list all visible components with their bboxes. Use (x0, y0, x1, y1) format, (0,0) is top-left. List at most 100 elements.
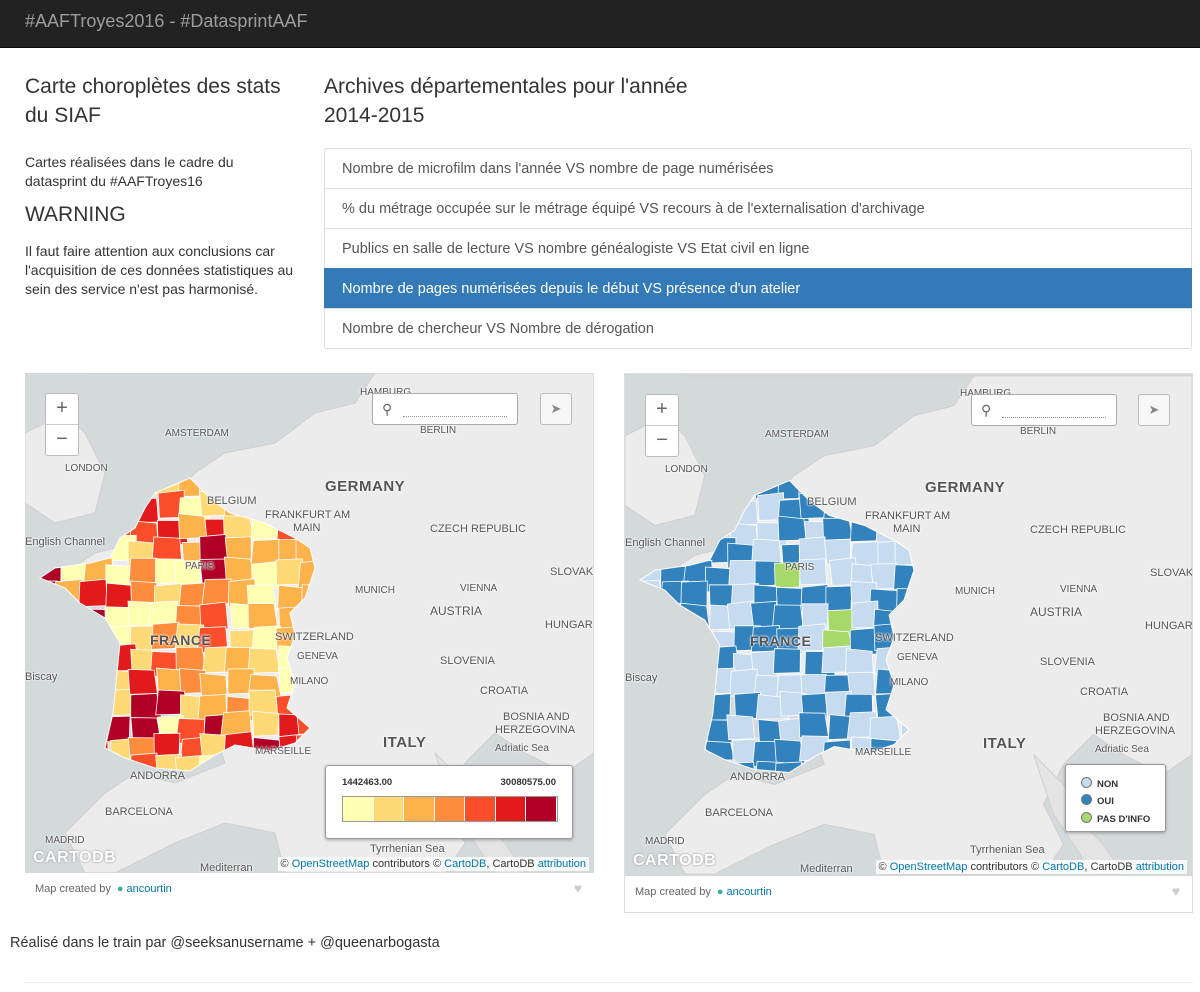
attr-text: contributors © (970, 861, 1040, 873)
department-shape[interactable] (772, 648, 801, 674)
choropleth-map[interactable]: HAMBURG AMSTERDAM LONDON BERLIN GERMANY BELGI… (25, 373, 594, 873)
warning-text: Il faut faire attention aux conclusions … (25, 243, 294, 297)
map-label-amsterdam: AMSTERDAM (765, 429, 829, 440)
map-label-andorra: ANDORRA (730, 771, 786, 783)
department-shape[interactable] (798, 712, 829, 739)
map-label-mediterranean: Mediterran (200, 862, 253, 873)
map-label-channel: English Channel (25, 536, 106, 548)
map-label-czech: CZECH REPUBLIC (430, 523, 526, 535)
cartodb-link[interactable]: CartoDB (1042, 861, 1085, 873)
department-shape[interactable] (128, 557, 158, 584)
warning-title: WARNING (25, 203, 126, 226)
map-label-hamburg: HAMBURG (360, 387, 411, 398)
map-selector-item[interactable]: Nombre de chercheur VS Nombre de dérogat… (324, 308, 1192, 349)
department-shape[interactable] (252, 710, 279, 737)
department-shape[interactable] (774, 562, 801, 589)
created-by-label: Map created by (35, 883, 111, 895)
map-label-barcelona: BARCELONA (705, 807, 773, 819)
heart-icon[interactable]: ♥ (1171, 883, 1180, 899)
navbar-brand[interactable]: #AAFTroyes2016 - #DatasprintAAF (25, 11, 308, 31)
map-label-switzerland: SWITZERLAND (275, 631, 354, 643)
map-label-austria: AUSTRIA (430, 604, 483, 618)
legend-entry: OUI (1081, 794, 1114, 807)
map-selector-item[interactable]: Nombre de microfilm dans l'année VS nomb… (324, 148, 1192, 189)
heart-icon[interactable]: ♥ (573, 880, 582, 896)
map-label-munich: MUNICH (955, 586, 995, 597)
department-shape[interactable] (680, 580, 708, 608)
attr-text-2: , CartoDB (486, 858, 535, 870)
created-by-label: Map created by (635, 886, 711, 898)
legend-color-step (526, 797, 558, 821)
map-selector-list: Nombre de microfilm dans l'année VS nomb… (324, 148, 1192, 349)
osm-link[interactable]: OpenStreetMap (889, 861, 968, 873)
map-selector-item-active[interactable]: Nombre de pages numérisées depuis le déb… (324, 268, 1192, 309)
map-label-tyrrhenian: Tyrrhenian Sea (970, 844, 1045, 856)
zoom-control: + − (645, 394, 679, 457)
attribution-link[interactable]: attribution (1135, 861, 1184, 873)
map-label-germany: GERMANY (325, 478, 406, 495)
paper-plane-icon: ➤ (550, 401, 562, 416)
legend-swatch (1081, 794, 1092, 805)
map-label-slovakia: SLOVAKIA (550, 566, 594, 578)
map-label-vienna: VIENNA (460, 583, 498, 594)
map-attribution: © OpenStreetMap contributors © CartoDB, … (875, 860, 1187, 874)
navbar: #AAFTroyes2016 - #DatasprintAAF (0, 0, 1200, 48)
map-selector-item[interactable]: % du métrage occupée sur le métrage équi… (324, 188, 1192, 229)
department-shape[interactable] (78, 578, 108, 608)
attr-text: contributors © (372, 858, 442, 870)
author-link[interactable]: ancourtin (726, 886, 772, 898)
share-button[interactable]: ➤ (540, 393, 572, 425)
search-input[interactable] (403, 402, 507, 417)
choropleth-map-card: HAMBURG AMSTERDAM LONDON BERLIN GERMANY BELGI… (25, 373, 594, 901)
legend-swatch (1081, 812, 1092, 823)
map-label-paris: PARIS (185, 561, 215, 572)
department-shape[interactable] (201, 578, 233, 605)
department-shape[interactable] (726, 714, 755, 741)
map-label-andorra: ANDORRA (130, 770, 186, 782)
author-link[interactable]: ancourtin (126, 883, 172, 895)
map-label-france: FRANCE (750, 633, 812, 649)
map-label-hungary: HUNGAR (1145, 620, 1192, 632)
choropleth-legend: 1442463.00 30080575.00 (325, 765, 573, 839)
osm-link[interactable]: OpenStreetMap (291, 858, 370, 870)
map-label-paris: PARIS (785, 562, 815, 573)
map-label-marseille: MARSEILLE (855, 747, 912, 758)
map-label-hamburg: HAMBURG (960, 388, 1011, 399)
department-shape[interactable] (297, 559, 327, 589)
legend-color-step (495, 797, 527, 821)
map-label-frankfurt1: FRANKFURT AM (265, 509, 351, 521)
department-shape[interactable] (728, 559, 758, 586)
main-header: Archives départementales pour l'année 20… (324, 72, 1192, 130)
zoom-in-button[interactable]: + (646, 395, 678, 426)
department-shape[interactable] (223, 556, 256, 583)
department-shape[interactable] (174, 755, 204, 783)
map-label-france: FRANCE (150, 632, 212, 648)
share-button[interactable]: ➤ (1138, 394, 1170, 426)
map-label-frankfurt1: FRANKFURT AM (865, 510, 951, 522)
categorical-map[interactable]: HAMBURG AMSTERDAM LONDON BERLIN GERMANY BELGI… (625, 374, 1192, 876)
department-shape[interactable] (825, 585, 853, 613)
department-shape[interactable] (776, 627, 803, 655)
search-input[interactable] (1002, 403, 1106, 418)
zoom-in-button[interactable]: + (46, 394, 78, 425)
legend-entry: PAS D'INFO (1081, 812, 1150, 825)
department-shape[interactable] (777, 515, 807, 542)
attribution-link[interactable]: attribution (537, 858, 586, 870)
zoom-out-button[interactable]: − (656, 429, 668, 451)
intro-column: Carte choroplètes des stats du SIAF Cart… (25, 72, 295, 299)
department-shape[interactable] (247, 603, 279, 630)
department-shape[interactable] (178, 513, 208, 540)
zoom-out-button[interactable]: − (56, 428, 68, 450)
map-label-belgium: BELGIUM (807, 496, 857, 508)
department-shape[interactable] (798, 558, 828, 586)
department-shape[interactable] (801, 603, 829, 630)
department-shape[interactable] (127, 668, 158, 695)
cartodb-link[interactable]: CartoDB (444, 858, 487, 870)
map-selector-item[interactable]: Publics en salle de lecture VS nombre gé… (324, 228, 1192, 269)
map-label-geneva: GENEVA (297, 651, 338, 662)
legend-color-step (434, 797, 466, 821)
department-shape[interactable] (199, 601, 229, 631)
department-shape[interactable] (845, 648, 874, 675)
department-shape[interactable] (729, 668, 758, 697)
legend-color-step (465, 797, 496, 821)
